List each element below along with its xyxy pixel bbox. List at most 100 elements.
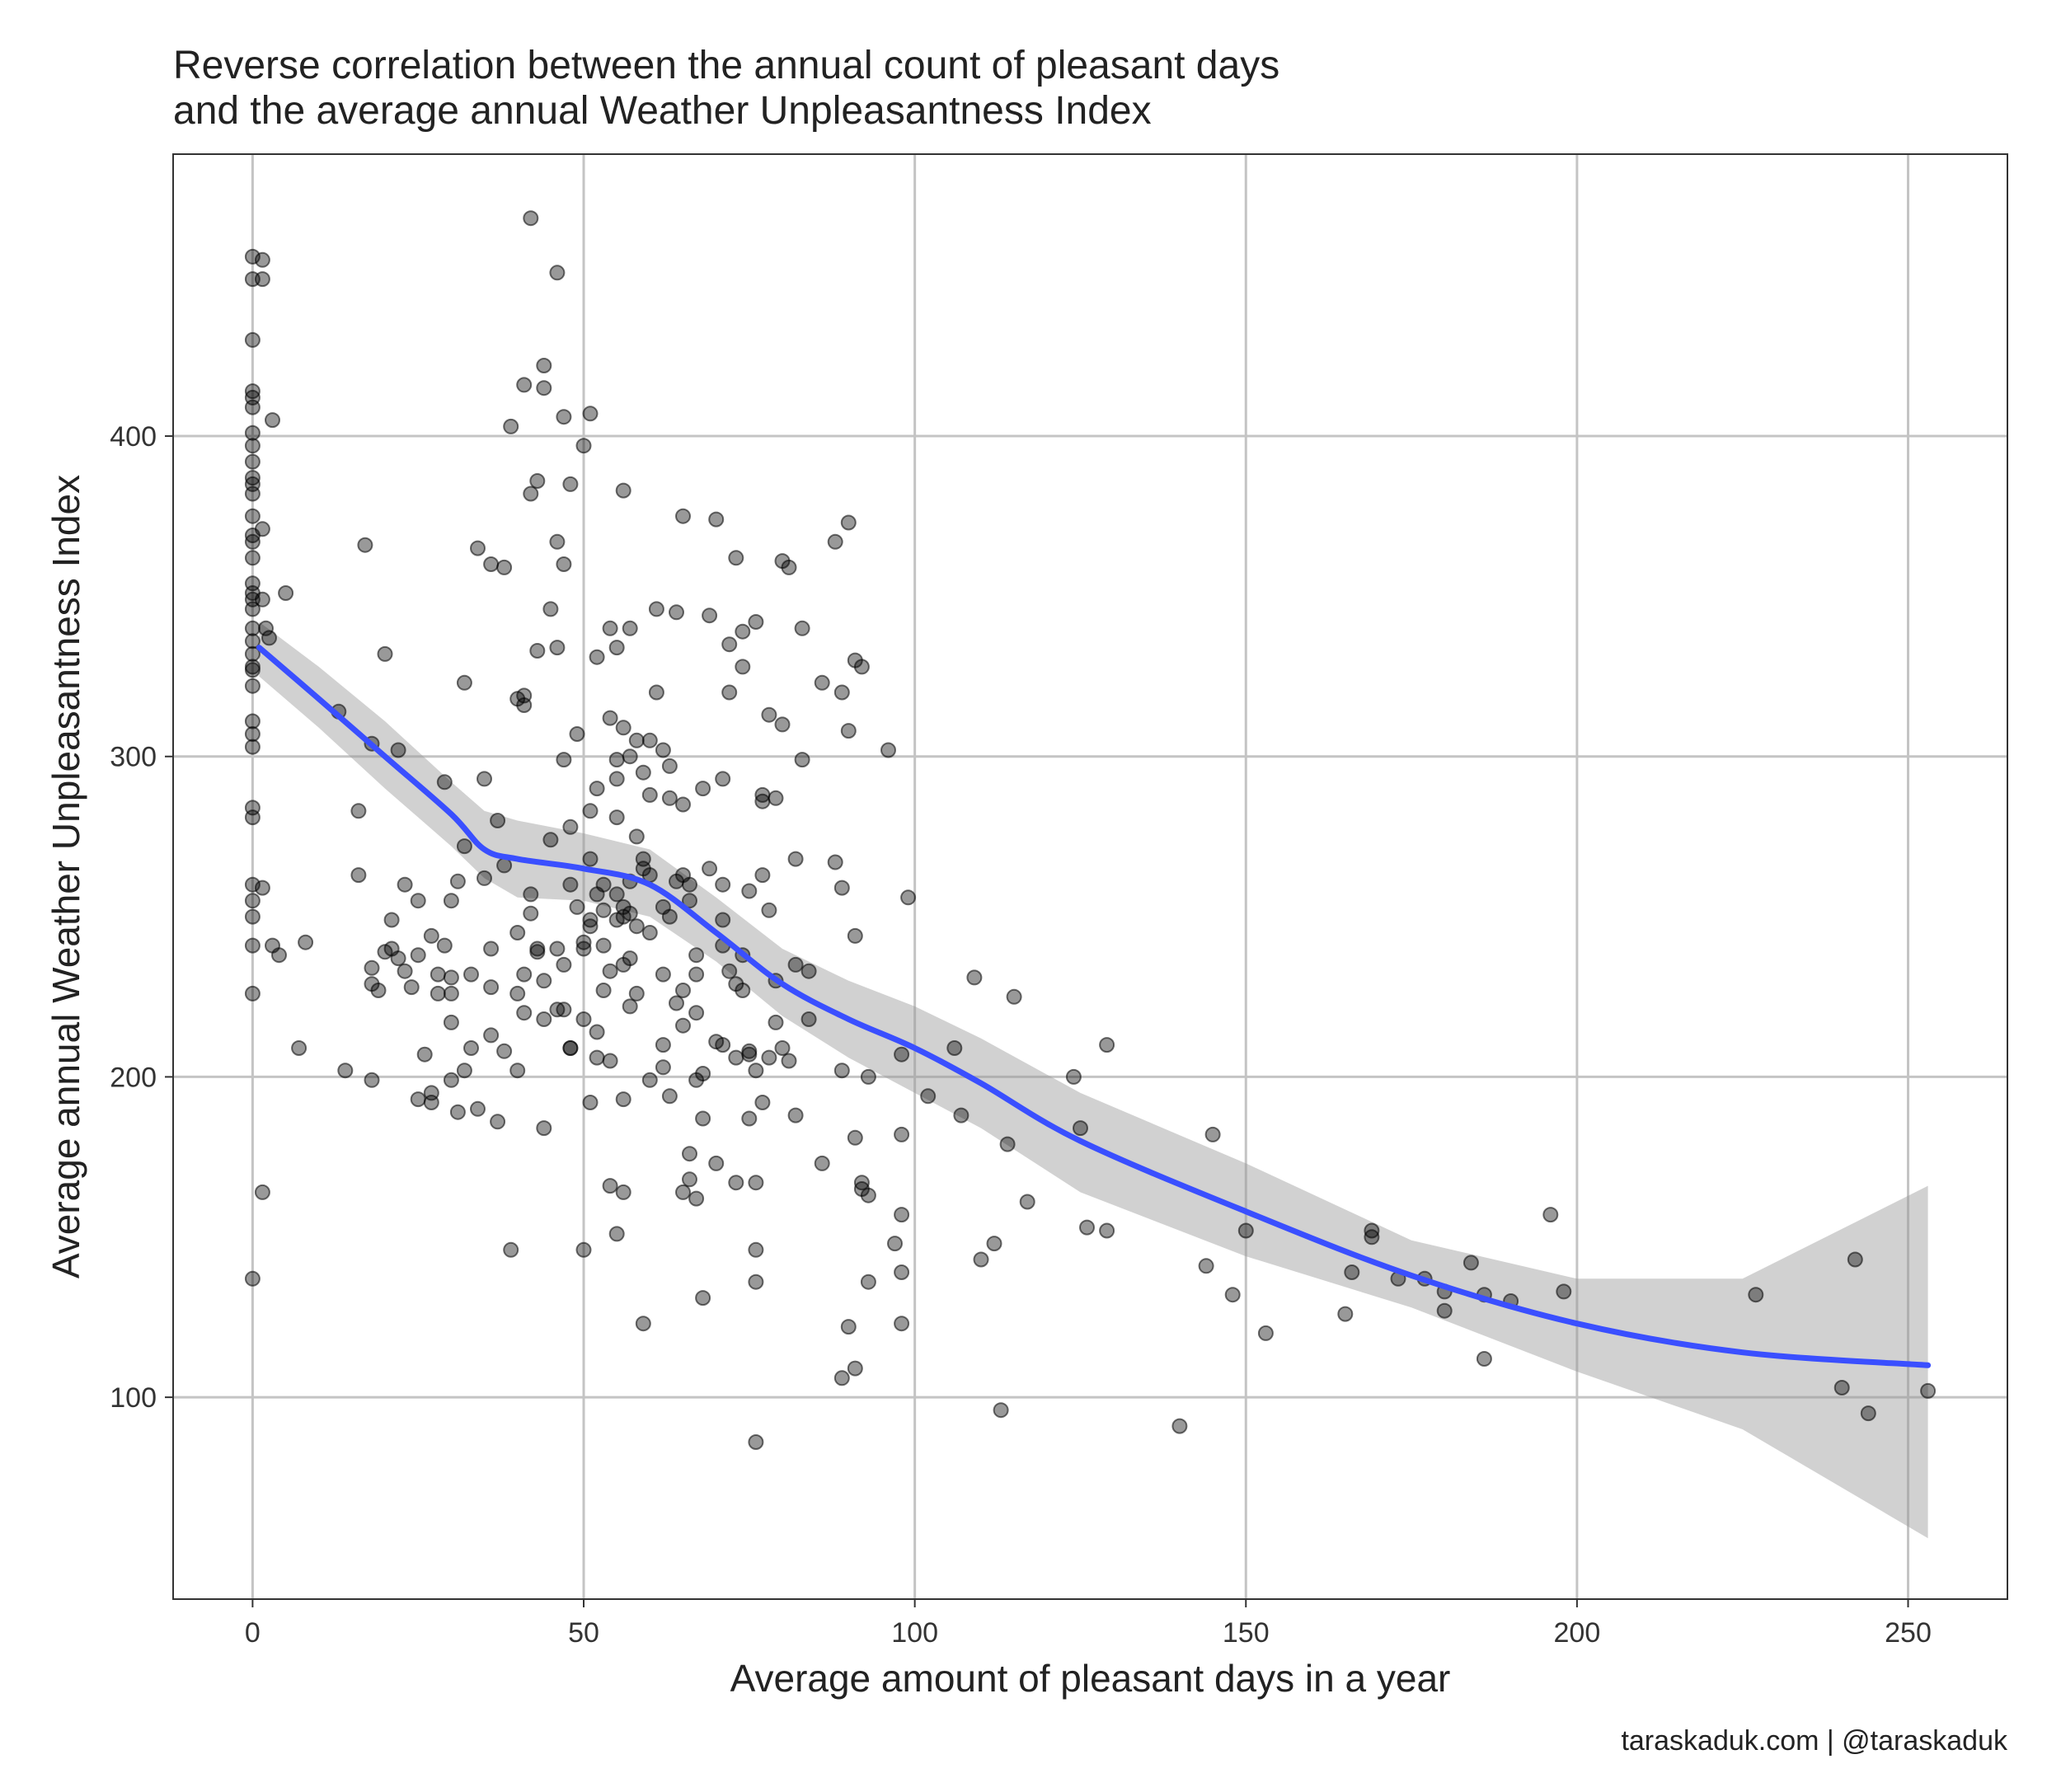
data-point [754, 1095, 771, 1110]
data-point [370, 983, 387, 998]
data-point [774, 1040, 791, 1056]
data-point [635, 764, 651, 781]
data-point [244, 438, 261, 454]
data-point [641, 1072, 658, 1088]
data-point [814, 674, 830, 691]
data-point [503, 418, 519, 434]
data-point [860, 1274, 876, 1290]
data-point [1748, 1287, 1764, 1303]
data-point [661, 758, 678, 774]
data-point [244, 645, 261, 662]
data-point [735, 983, 751, 998]
data-point [794, 620, 810, 636]
data-point [595, 876, 612, 893]
data-point [536, 1011, 552, 1027]
y-tick-label: 200 [110, 1062, 157, 1093]
data-point [1833, 1380, 1850, 1396]
data-point [1099, 1037, 1115, 1053]
data-point [383, 912, 400, 928]
data-point [833, 1063, 850, 1079]
data-point [641, 732, 658, 748]
data-point [1556, 1283, 1572, 1300]
data-point [364, 959, 380, 976]
data-point [397, 963, 413, 979]
data-point [761, 706, 777, 723]
data-point [529, 643, 546, 659]
data-point [682, 1146, 697, 1162]
data-point [953, 1107, 970, 1124]
data-point [748, 1434, 764, 1450]
data-point [244, 1270, 261, 1287]
data-point [509, 925, 526, 941]
data-point [781, 1053, 797, 1069]
data-point [794, 752, 810, 768]
x-tick-label: 0 [245, 1617, 261, 1649]
data-point [423, 927, 439, 944]
data-point [350, 867, 367, 884]
data-point [688, 947, 705, 964]
data-point [787, 956, 804, 973]
data-point [735, 659, 751, 675]
data-point [708, 511, 725, 528]
data-point [1019, 1194, 1035, 1210]
data-point [1847, 1251, 1863, 1268]
data-point [748, 1175, 764, 1191]
data-point [741, 883, 758, 899]
data-point [516, 1005, 533, 1021]
data-point [669, 995, 684, 1011]
data-point [244, 633, 261, 650]
data-point [1171, 1418, 1188, 1434]
data-point [244, 550, 261, 566]
data-point [628, 985, 645, 1002]
data-point [1073, 1120, 1088, 1137]
data-point [695, 1066, 711, 1081]
data-point [595, 902, 612, 918]
data-point [602, 1178, 618, 1194]
data-point [542, 832, 559, 848]
data-point [244, 533, 261, 550]
data-point [853, 659, 870, 675]
data-point [894, 1264, 910, 1280]
data-point [549, 265, 566, 281]
data-point [562, 1040, 579, 1056]
data-point [615, 720, 631, 736]
data-point [463, 1040, 479, 1056]
data-point [456, 674, 472, 691]
data-point [675, 508, 691, 524]
data-point [536, 358, 552, 373]
smooth-trend-line [256, 645, 1932, 1368]
data-point [894, 1316, 910, 1332]
data-point [748, 1241, 764, 1258]
confidence-band [259, 622, 1928, 1539]
y-tick-label: 400 [110, 421, 157, 453]
data-point [615, 482, 631, 499]
data-point [827, 854, 843, 870]
data-point [403, 979, 420, 996]
data-point [244, 893, 261, 909]
data-point [496, 1043, 513, 1059]
data-point [463, 966, 479, 983]
data-point [800, 963, 817, 979]
data-point [622, 748, 638, 765]
x-tick-label: 100 [891, 1617, 938, 1649]
data-point [254, 880, 270, 896]
data-point [628, 828, 645, 845]
scatter-points [244, 210, 1937, 1450]
data-point [244, 937, 261, 954]
data-point [946, 1040, 963, 1056]
y-tick-label: 100 [110, 1382, 157, 1414]
data-point [443, 1014, 459, 1030]
data-point [655, 1037, 671, 1053]
data-point [430, 985, 446, 1002]
data-point [575, 1011, 592, 1027]
data-point [768, 1014, 784, 1030]
data-point [715, 912, 731, 928]
data-point [860, 1187, 876, 1203]
data-point [675, 983, 691, 998]
data-point [1224, 1287, 1241, 1303]
data-point [562, 476, 579, 492]
data-point [556, 409, 572, 425]
data-point [582, 912, 599, 928]
data-point [496, 559, 513, 575]
data-point [549, 941, 566, 957]
